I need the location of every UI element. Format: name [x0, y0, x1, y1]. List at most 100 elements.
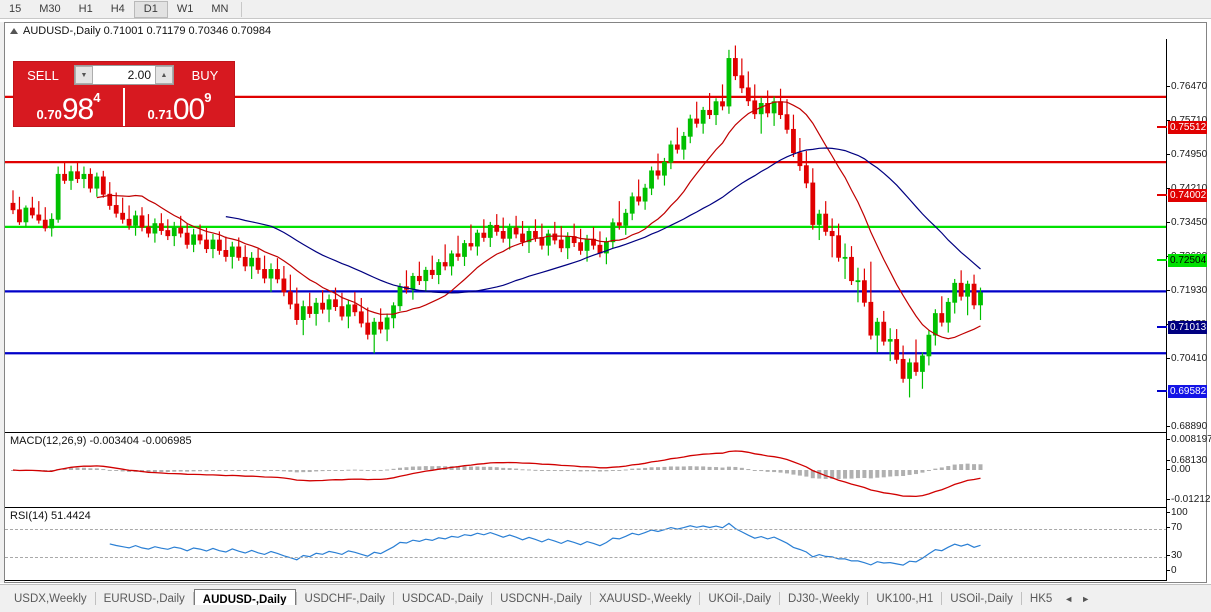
- volume-input[interactable]: 2.00: [127, 68, 151, 82]
- chart-tab-uk100--h1[interactable]: UK100-,H1: [876, 592, 934, 605]
- price-level-stub: [1157, 194, 1167, 196]
- bid-price-prefix: 0.70: [36, 107, 62, 122]
- tab-divider: [941, 591, 943, 606]
- chart-tab-usdx-weekly[interactable]: USDX,Weekly: [14, 592, 87, 605]
- tabs-scroll-right-icon[interactable]: ►: [1081, 593, 1091, 604]
- tab-divider: [393, 591, 395, 606]
- price-level-stub: [1157, 390, 1167, 392]
- tick-dash: [1167, 290, 1170, 291]
- tick-dash: [1167, 439, 1170, 440]
- volume-stepper[interactable]: ▼ 2.00 ▲: [74, 65, 174, 85]
- price-tick-label: 0.76470: [1171, 81, 1208, 92]
- timeframe-button-h4[interactable]: H4: [110, 2, 125, 15]
- chart-tab-audusd--daily[interactable]: AUDUSD-,Daily: [193, 588, 296, 609]
- timeframe-button-m30[interactable]: M30: [39, 2, 61, 15]
- indicator-tick-label: 0.00: [1171, 464, 1191, 475]
- chart-tab-usoil--daily[interactable]: USOil-,Daily: [950, 592, 1013, 605]
- buy-button[interactable]: BUY: [191, 67, 219, 83]
- timeframe-button-d1[interactable]: D1: [133, 0, 168, 18]
- chart-window: AUDUSD-,Daily 0.71001 0.71179 0.70346 0.…: [4, 22, 1211, 595]
- rsi-label: RSI(14) 51.4424: [10, 510, 91, 522]
- timeframe-button-h1[interactable]: H1: [78, 2, 93, 15]
- tick-dash: [1167, 570, 1170, 571]
- macd-pane[interactable]: MACD(12,26,9) -0.003404 -0.006985: [5, 432, 1167, 506]
- bid-price[interactable]: 0.70 98 4: [14, 88, 123, 126]
- ask-price-fraction: 9: [204, 90, 212, 105]
- tab-divider: [589, 591, 591, 606]
- tab-divider: [192, 591, 194, 606]
- chart-tab-usdcnh--daily[interactable]: USDCNH-,Daily: [500, 592, 582, 605]
- chart-tab-eurusd--daily[interactable]: EURUSD-,Daily: [103, 592, 185, 605]
- price-level-marker[interactable]: 0.75512: [1168, 121, 1207, 134]
- timeframe-button-mn[interactable]: MN: [211, 2, 229, 15]
- timeframe-toolbar: 15 M30 H1 H4 D1 W1 MN: [0, 0, 1211, 19]
- indicator-tick-label: 30: [1171, 550, 1183, 561]
- price-level-marker[interactable]: 0.74002: [1168, 189, 1207, 202]
- macd-svg: [11, 450, 983, 498]
- macd-signal-line: [12, 450, 981, 498]
- price-tick-label: 0.68130: [1171, 455, 1208, 466]
- tick-dash: [1167, 426, 1170, 427]
- bid-price-main: 98: [61, 93, 94, 126]
- chart-title-text: AUDUSD-,Daily 0.71001 0.71179 0.70346 0.…: [23, 25, 272, 37]
- tabs-scroll-left-icon[interactable]: ◄: [1064, 593, 1074, 604]
- price-level-marker[interactable]: 0.72504: [1168, 254, 1207, 267]
- tab-divider: [94, 591, 96, 606]
- tab-divider: [867, 591, 869, 606]
- price-level-stub: [1157, 259, 1167, 261]
- chart-tab-ukoil--daily[interactable]: UKOil-,Daily: [708, 592, 772, 605]
- tick-dash: [1167, 188, 1170, 189]
- tick-dash: [1167, 154, 1170, 155]
- rsi-band-70: [5, 529, 1167, 530]
- tick-dash: [1167, 555, 1170, 556]
- price-level-marker[interactable]: 0.69582: [1168, 385, 1207, 398]
- tick-dash: [1167, 86, 1170, 87]
- tick-dash: [1167, 527, 1170, 528]
- price-tick-label: 0.70410: [1171, 353, 1208, 364]
- price-tick-label: 0.71930: [1171, 285, 1208, 296]
- moving-average-line: [225, 147, 981, 294]
- ask-price[interactable]: 0.71 00 9: [123, 88, 234, 126]
- tick-dash: [1167, 358, 1170, 359]
- rsi-band-30: [5, 557, 1167, 558]
- tab-divider: [779, 591, 781, 606]
- tick-dash: [1167, 469, 1170, 470]
- oct-header: SELL ▼ 2.00 ▲ BUY: [14, 62, 234, 88]
- toolbar-divider: [241, 1, 243, 17]
- macd-histogram: [11, 463, 983, 479]
- price-tick-label: 0.68890: [1171, 421, 1208, 432]
- price-axis[interactable]: 0.764700.757100.749500.742100.734500.726…: [1157, 39, 1211, 580]
- tick-dash: [1167, 512, 1170, 513]
- ask-price-main: 00: [172, 93, 205, 126]
- sell-button[interactable]: SELL: [27, 67, 59, 83]
- bottom-strip: [0, 605, 1211, 612]
- volume-decrement-icon[interactable]: ▼: [75, 66, 93, 84]
- chart-tab-hk5[interactable]: HK5: [1029, 592, 1053, 605]
- timeframe-button-w1[interactable]: W1: [176, 2, 194, 15]
- tab-divider: [295, 591, 297, 606]
- price-tick-label: 0.73450: [1171, 217, 1208, 228]
- chart-tab-usdchf--daily[interactable]: USDCHF-,Daily: [304, 592, 386, 605]
- chart-tab-xauusd--weekly[interactable]: XAUUSD-,Weekly: [598, 592, 692, 605]
- price-level-marker[interactable]: 0.71013: [1168, 321, 1207, 334]
- candlestick-svg: [5, 45, 1167, 398]
- price-chart-pane[interactable]: [5, 39, 1167, 432]
- indicator-tick-label: 100: [1171, 507, 1188, 518]
- one-click-trading-panel[interactable]: SELL ▼ 2.00 ▲ BUY 0.70 98 4 0.71 00 9: [13, 61, 235, 127]
- volume-increment-icon[interactable]: ▲: [155, 66, 173, 84]
- macd-label: MACD(12,26,9) -0.003404 -0.006985: [10, 435, 192, 447]
- chart-title-bar: AUDUSD-,Daily 0.71001 0.71179 0.70346 0.…: [5, 23, 1206, 39]
- price-tick-label: 0.75710: [1171, 115, 1207, 126]
- indicator-tick-label: 0.008197: [1171, 434, 1211, 445]
- chart-tab-dj30--weekly[interactable]: DJ30-,Weekly: [788, 592, 860, 605]
- timeframe-button-15[interactable]: 15: [9, 2, 22, 15]
- tab-divider: [1020, 591, 1022, 606]
- indicator-tick-label: 70: [1171, 522, 1183, 533]
- chart-tab-usdcad--daily[interactable]: USDCAD-,Daily: [402, 592, 484, 605]
- tick-dash: [1167, 120, 1170, 121]
- tick-dash: [1167, 460, 1170, 461]
- rsi-pane[interactable]: RSI(14) 51.4424: [5, 507, 1167, 580]
- price-tick-label: 0.74950: [1171, 149, 1208, 160]
